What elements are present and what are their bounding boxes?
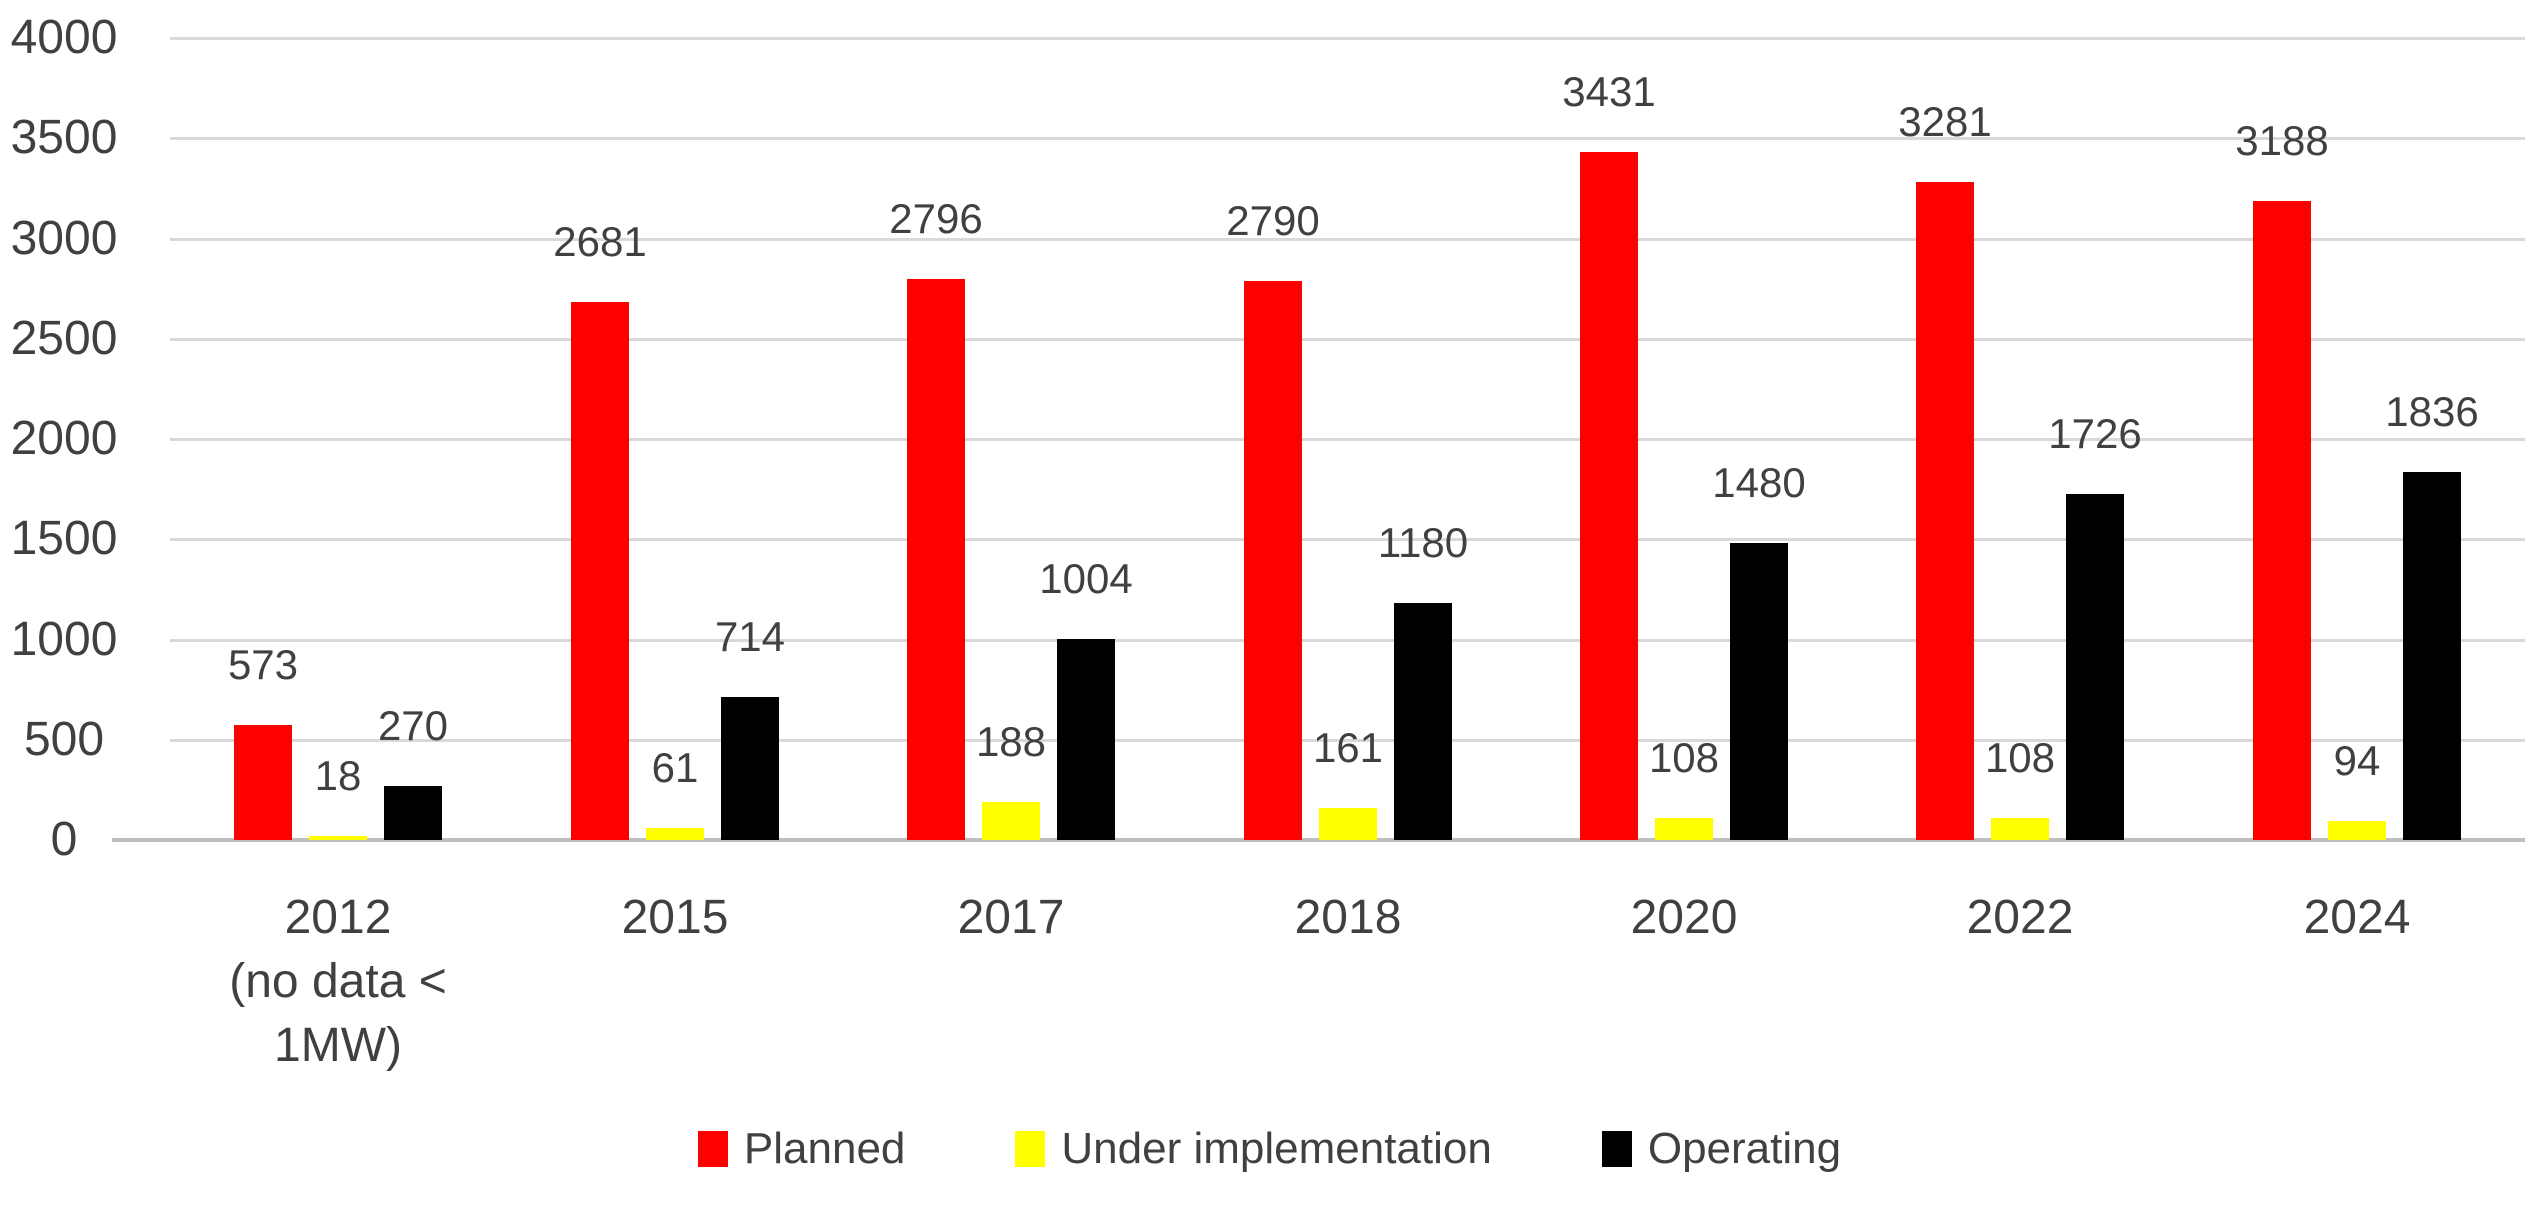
bar-operating (2066, 494, 2124, 840)
gridline (170, 238, 2525, 241)
legend-label: Planned (743, 1124, 906, 1173)
bar-planned (1916, 182, 1974, 840)
gridline (170, 739, 2525, 742)
bar-value-label-planned: 573 (227, 641, 299, 688)
bar-operating (1394, 603, 1452, 840)
bar-value-label-planned: 3431 (1562, 68, 1656, 115)
x-axis-category-label: 2018 (1294, 891, 1402, 944)
legend: Planned Under implementation Operating (0, 1124, 2539, 1174)
legend-swatch-icon (697, 1131, 728, 1167)
bar-operating (1730, 543, 1788, 840)
bar-value-label-under-implementation: 188 (975, 718, 1047, 765)
x-axis-category-label: 2024 (2303, 891, 2411, 944)
x-axis-category-label: 2017 (957, 891, 1065, 944)
bar-value-label-planned: 2790 (1226, 197, 1320, 244)
bar-under-implementation (646, 828, 704, 840)
y-axis-tick-label: 3000 (10, 212, 118, 265)
bar-value-label-operating: 270 (377, 702, 449, 749)
bar-value-label-under-implementation: 61 (651, 744, 699, 791)
x-axis-category-label: 2015 (621, 891, 729, 944)
bar-value-label-operating: 1180 (1377, 519, 1469, 566)
bar-under-implementation (2328, 821, 2386, 840)
y-axis-tick-label: 2000 (10, 412, 118, 465)
bar-planned (1580, 152, 1638, 840)
bar-planned (571, 302, 629, 840)
y-axis-tick-label: 4000 (10, 11, 118, 64)
bar-under-implementation (1991, 818, 2049, 840)
bar-operating (721, 697, 779, 840)
bar-planned (1244, 281, 1302, 840)
gridline (170, 338, 2525, 341)
bar-value-label-planned: 3188 (2235, 117, 2329, 164)
bar-planned (907, 279, 965, 840)
bar-under-implementation (982, 802, 1040, 840)
legend-label: Operating (1647, 1124, 1842, 1173)
legend-swatch-icon (1015, 1131, 1046, 1167)
legend-label: Under implementation (1061, 1124, 1492, 1173)
legend-item-operating: Operating (1601, 1124, 1842, 1174)
bar-value-label-planned: 2681 (553, 218, 647, 265)
bar-value-label-operating: 714 (714, 613, 786, 660)
gridline (170, 137, 2525, 140)
y-axis-tick-label: 2500 (10, 312, 118, 365)
bar-under-implementation (309, 836, 367, 840)
legend-swatch-icon (1601, 1131, 1632, 1167)
bar-value-label-under-implementation: 18 (314, 752, 362, 799)
bar-value-label-under-implementation: 108 (1984, 734, 2056, 781)
legend-item-under-implementation: Under implementation (1015, 1124, 1492, 1174)
bar-operating (384, 786, 442, 840)
gridline (170, 639, 2525, 642)
bar-value-label-under-implementation: 94 (2333, 737, 2381, 784)
gridline (170, 438, 2525, 441)
x-axis-category-label: 2020 (1630, 891, 1738, 944)
x-axis-category-label: 2012 (no data < 1MW) (229, 891, 447, 1072)
y-axis-tick-label: 0 (50, 813, 78, 866)
bar-value-label-operating: 1836 (2385, 388, 2479, 435)
bar-value-label-operating: 1004 (1039, 555, 1133, 602)
bar-operating (2403, 472, 2461, 840)
bar-planned (2253, 201, 2311, 840)
bar-value-label-under-implementation: 108 (1648, 734, 1720, 781)
bar-operating (1057, 639, 1115, 840)
y-axis-tick-label: 3500 (10, 111, 118, 164)
y-axis-tick-label: 1500 (10, 512, 118, 565)
gridline (170, 37, 2525, 40)
bar-value-label-under-implementation: 161 (1312, 724, 1384, 771)
gridline (170, 538, 2525, 541)
x-axis-line (112, 838, 2525, 842)
y-axis-tick-label: 500 (23, 713, 105, 766)
y-axis-tick-label: 1000 (10, 613, 118, 666)
bar-value-label-planned: 3281 (1898, 98, 1992, 145)
legend-item-planned: Planned (697, 1124, 906, 1174)
bar-planned (234, 725, 292, 840)
bar-value-label-operating: 1726 (2048, 410, 2142, 457)
bar-under-implementation (1655, 818, 1713, 840)
bar-under-implementation (1319, 808, 1377, 840)
bar-value-label-planned: 2796 (889, 195, 983, 242)
bar-value-label-operating: 1480 (1712, 459, 1806, 506)
x-axis-category-label: 2022 (1966, 891, 2074, 944)
